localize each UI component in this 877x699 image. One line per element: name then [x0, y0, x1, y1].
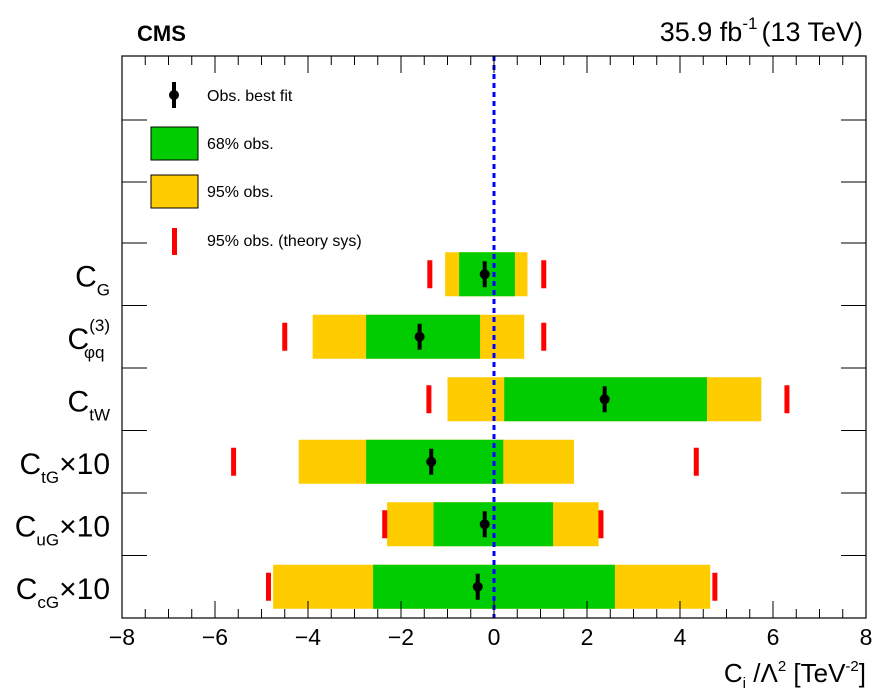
x-axis-title: Ci /Λ2 [TeV-2] — [724, 658, 866, 692]
best-fit-dot-row-0 — [479, 269, 490, 280]
legend-best-fit-dot — [169, 90, 179, 100]
lumi-exponent: -1 — [742, 14, 757, 33]
legend: Obs. best fit 68% obs. 95% obs. 95% obs.… — [150, 82, 362, 255]
x-tick-label-7: 6 — [767, 624, 780, 650]
frame-layer — [121, 55, 867, 619]
legend-95-swatch — [150, 174, 199, 209]
row-label-3: CtG×10 — [19, 448, 110, 487]
bands-layer — [231, 252, 790, 609]
lumi-label: 35.9 fb-1 (13 TeV) — [660, 14, 863, 47]
legend-68-swatch — [150, 126, 199, 161]
theory-mark-row-1-high — [541, 322, 547, 351]
x-tick-label-2: −4 — [295, 624, 321, 650]
svg-text:Ci /Λ2 [TeV-2]: Ci /Λ2 [TeV-2] — [724, 658, 866, 692]
row-label-0: CG — [75, 260, 110, 299]
x-tick-label-8: 8 — [860, 624, 873, 650]
best-fit-dot-row-1 — [414, 331, 425, 342]
row-labels: CG C(3) φq CtW CtG×10 CuG×10 CcG×10 — [15, 260, 110, 612]
x-tick-label-4: 0 — [488, 624, 501, 650]
row-label-1: C(3) φq — [68, 316, 110, 362]
theory-mark-row-1-low — [282, 322, 288, 351]
legend-68-label: 68% obs. — [207, 136, 274, 153]
theory-mark-row-3-low — [231, 447, 237, 476]
best-fit-dot-row-4 — [479, 519, 490, 530]
energy-label: (13 TeV) — [761, 17, 863, 47]
legend-best-fit-label: Obs. best fit — [207, 88, 293, 105]
theory-mark-row-5-high — [712, 572, 718, 601]
row-label-2: CtW — [68, 385, 110, 424]
legend-95-label: 95% obs. — [207, 184, 274, 201]
x-tick-label-3: −2 — [388, 624, 414, 650]
theory-mark-row-0-low — [427, 260, 433, 289]
row-label-5: CcG×10 — [16, 573, 110, 612]
theory-mark-row-0-high — [541, 260, 547, 289]
best-fit-dot-row-5 — [472, 581, 483, 592]
x-tick-labels: −8 −6 −4 −2 0 2 4 6 8 — [109, 624, 873, 650]
legend-theory-label: 95% obs. (theory sys) — [207, 233, 362, 250]
x-tick-label-5: 2 — [581, 624, 594, 650]
theory-mark-row-3-high — [693, 447, 699, 476]
legend-theory-mark — [172, 228, 177, 255]
x-tick-label-0: −8 — [109, 624, 135, 650]
svg-text:35.9 fb-1(13 TeV): 35.9 fb-1 (13 TeV) — [660, 14, 863, 47]
points-layer — [414, 261, 610, 600]
x-tick-label-1: −6 — [202, 624, 228, 650]
theory-mark-row-2-high — [784, 385, 790, 414]
theory-mark-row-2-low — [426, 385, 432, 414]
best-fit-dot-row-3 — [426, 456, 437, 467]
row-label-4: CuG×10 — [15, 510, 110, 549]
best-fit-dot-row-2 — [599, 394, 610, 405]
theory-mark-row-4-high — [598, 510, 604, 539]
theory-mark-row-4-low — [382, 510, 388, 539]
lumi-value: 35.9 fb — [660, 17, 743, 47]
experiment-label: CMS — [137, 21, 186, 46]
theory-mark-row-5-low — [265, 572, 271, 601]
x-tick-label-6: 4 — [674, 624, 687, 650]
